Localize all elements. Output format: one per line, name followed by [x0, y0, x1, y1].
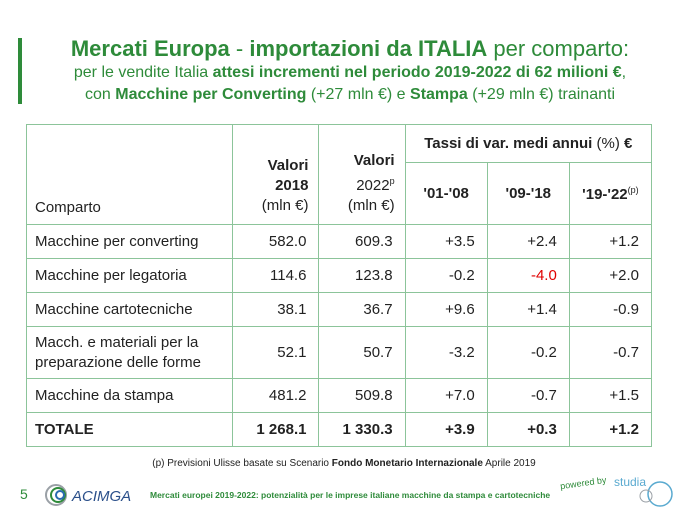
cell-p2: +1.4: [486, 292, 570, 327]
total-label: TOTALE: [25, 412, 234, 447]
total-v2018: 1 268.1: [232, 412, 320, 447]
total-v2022: 1 330.3: [318, 412, 406, 447]
footnote-bold: Fondo Monetario Internazionale: [331, 458, 483, 469]
cell-v2018: 582.0: [232, 224, 320, 259]
studia-text: studia: [614, 475, 646, 489]
footnote: (p) Previsioni Ulisse basate su Scenario…: [0, 458, 688, 469]
total-p2: +0.3: [486, 412, 570, 447]
subtitle3-bold-1: Macchine per Converting: [115, 86, 307, 103]
cell-p3: +1.5: [568, 378, 653, 413]
cell-p1: +7.0: [404, 378, 488, 413]
powered-by: powered by: [559, 474, 608, 492]
cell-v2018: 481.2: [232, 378, 320, 413]
slide-title: Mercati Europa - importazioni da ITALIA …: [30, 36, 670, 106]
total-p1: +3.9: [404, 412, 488, 447]
header-tassi-unit: (%): [592, 135, 620, 152]
studia-logo: studia: [614, 475, 673, 507]
cell-v2018: 38.1: [232, 292, 320, 327]
header-tassi-label: Tassi di var. medi annui: [424, 135, 593, 152]
cell-p3: +2.0: [568, 258, 653, 293]
header-period-1: '01-'08: [404, 162, 488, 225]
cell-v2022: 609.3: [318, 224, 406, 259]
cell-p1: +3.5: [404, 224, 488, 259]
header-valori-2018: Valori 2018 (mln €): [232, 124, 320, 225]
cell-p2-highlight: -4.0: [486, 258, 570, 293]
footer-text: Mercati europei 2019-2022: potenzialità …: [150, 490, 551, 500]
title-bold-1: Mercati Europa: [70, 36, 230, 61]
title-bold-2: importazioni da ITALIA: [249, 36, 488, 61]
row-label: Macchine per converting: [25, 224, 234, 259]
header-tassi: Tassi di var. medi annui (%) €: [404, 124, 653, 163]
page-number: 5: [20, 486, 28, 502]
row-label: Macch. e materiali per la preparazione de…: [25, 326, 234, 379]
subtitle3-bold-2: Stampa: [410, 86, 468, 103]
data-table: Comparto Valori 2018 (mln €) Valori 2022…: [25, 124, 653, 447]
row-label: Macchine cartotecniche: [25, 292, 234, 327]
row-label-line-1: Macch. e materiali per la: [35, 333, 199, 351]
table-row: Macchine per converting 582.0 609.3 +3.5…: [25, 224, 653, 259]
header-valori-2018-unit: (mln €): [261, 197, 309, 214]
row-label-line-2: preparazione delle forme: [35, 353, 201, 371]
header-period-2: '09-'18: [486, 162, 570, 225]
title-line-2: per le vendite Italia attesi incrementi …: [30, 62, 670, 84]
table-row: Macch. e materiali per la preparazione de…: [25, 326, 653, 379]
cell-p3: -0.7: [568, 326, 653, 379]
header-valori-2018-a: Valori: [267, 157, 309, 174]
title-accent-bar: [18, 38, 22, 104]
footnote-pre: (p) Previsioni Ulisse basate su Scenario: [152, 458, 332, 469]
subtitle-pre: per le vendite Italia: [73, 64, 213, 81]
title-rest: per comparto:: [487, 36, 630, 61]
table-row: Macchine per legatoria 114.6 123.8 -0.2 …: [25, 258, 653, 293]
cell-v2022: 509.8: [318, 378, 406, 413]
acimga-logo: ACIMGA: [45, 484, 131, 506]
title-line-1: Mercati Europa - importazioni da ITALIA …: [30, 36, 670, 62]
cell-p1: -3.2: [404, 326, 488, 379]
cell-v2018: 52.1: [232, 326, 320, 379]
cell-v2018: 114.6: [232, 258, 320, 293]
header-comparto: Comparto: [25, 124, 234, 225]
cell-v2022: 123.8: [318, 258, 406, 293]
header-row-2: '01-'08 '09-'18 '19-'22(p): [27, 162, 653, 225]
cell-v2022: 36.7: [318, 292, 406, 327]
row-label: Macchine da stampa: [25, 378, 234, 413]
logo-text: ACIMGA: [71, 488, 131, 505]
header-valori-2022-a: Valori: [353, 152, 395, 169]
cell-v2022: 50.7: [318, 326, 406, 379]
cell-p2: -0.2: [486, 326, 570, 379]
title-line-3: con Macchine per Converting (+27 mln €) …: [30, 84, 670, 106]
header-valori-2022-sup: p: [389, 176, 395, 186]
cell-p2: -0.7: [486, 378, 570, 413]
table-row: Macchine cartotecniche 38.1 36.7 +9.6 +1…: [25, 292, 653, 327]
header-row-1: Comparto Valori 2018 (mln €) Valori 2022…: [25, 124, 653, 225]
subtitle3-pre: con: [85, 86, 116, 103]
header-period-3-label: '19-'22: [582, 185, 628, 203]
header-valori-2022-unit: (mln €): [347, 197, 395, 214]
cell-p3: +1.2: [568, 224, 653, 259]
subtitle3-post: (+29 mln €) trainanti: [467, 86, 615, 103]
table-row: Macchine da stampa 481.2 509.8 +7.0 -0.7…: [25, 378, 653, 413]
header-valori-2018-b: 2018: [275, 177, 309, 194]
footer: 5 ACIMGA Mercati europei 2019-2022: pote…: [0, 474, 688, 516]
subtitle3-mid: (+27 mln €) e: [306, 86, 411, 103]
subtitle-post: ,: [621, 64, 627, 81]
header-tassi-euro: €: [619, 135, 633, 152]
row-label: Macchine per legatoria: [25, 258, 234, 293]
title-sep: -: [229, 36, 250, 61]
total-row: TOTALE 1 268.1 1 330.3 +3.9 +0.3 +1.2: [25, 412, 653, 447]
header-period-3: '19-'22(p): [568, 162, 653, 225]
cell-p1: -0.2: [404, 258, 488, 293]
header-valori-2022-b: 2022: [356, 177, 390, 194]
total-p3: +1.2: [568, 412, 653, 447]
cell-p3: -0.9: [568, 292, 653, 327]
header-valori-2022: Valori 2022p (mln €): [318, 124, 406, 225]
header-period-3-sup: (p): [627, 184, 639, 195]
subtitle-bold: attesi incrementi nel periodo 2019-2022 …: [212, 64, 622, 81]
cell-p2: +2.4: [486, 224, 570, 259]
footnote-post: Aprile 2019: [482, 458, 536, 469]
cell-p1: +9.6: [404, 292, 488, 327]
